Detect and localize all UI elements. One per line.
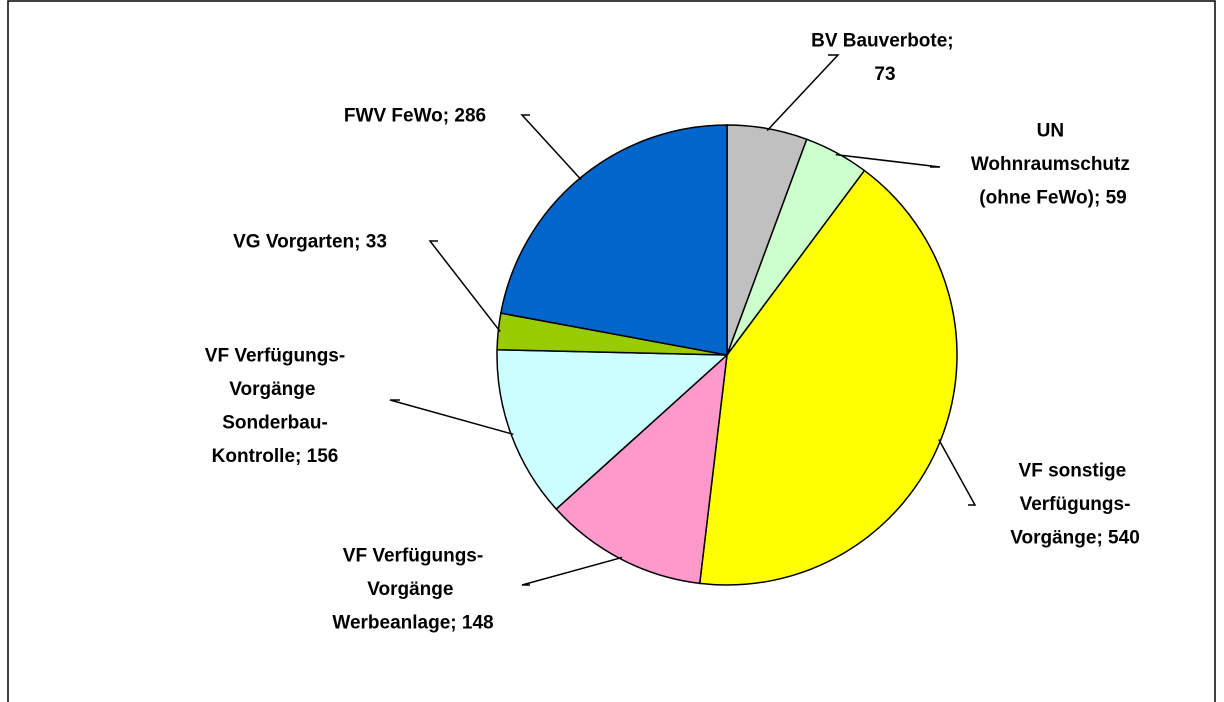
- pie-slice: [555, 353, 728, 585]
- leader-line: [389, 399, 514, 436]
- data-label: UN Wohnraumschutz (ohne FeWo); 59: [971, 121, 1135, 209]
- data-label: VF sonstige Verfügungs-Vorgänge; 540: [1010, 461, 1140, 549]
- data-label: FWV FeWo; 286: [344, 106, 486, 127]
- leader-line: [938, 439, 977, 506]
- leader-line: [835, 153, 941, 168]
- leader-line: [766, 54, 840, 132]
- data-label: VF Verfügungs-Vorgänge Werbeanlage; 148: [332, 546, 493, 634]
- data-label: BV Bauverbote; 73: [811, 31, 959, 86]
- pie-slice: [698, 169, 958, 586]
- pie-slice: [496, 348, 729, 511]
- data-label: VF Verfügungs-Vorgänge Sonderbau-Kontrol…: [205, 346, 345, 468]
- leader-line: [428, 240, 501, 332]
- leader-line: [520, 114, 582, 181]
- data-label: VG Vorgarten; 33: [233, 232, 387, 253]
- leader-line: [521, 556, 623, 586]
